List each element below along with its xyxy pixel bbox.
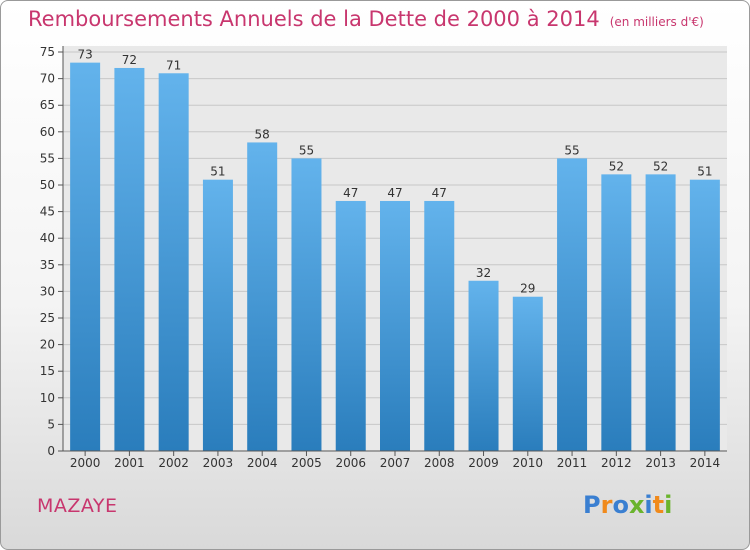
proxiti-logo: Proxiti: [583, 491, 672, 519]
y-tick-label: 15: [40, 364, 55, 378]
chart-unit-note: (en milliers d'€): [609, 15, 704, 29]
commune-name: MAZAYE: [37, 495, 118, 517]
data-label-2000: 73: [77, 48, 92, 62]
x-tick-label: 2006: [335, 456, 366, 470]
logo-letter: i: [644, 491, 653, 519]
x-tick-label: 2014: [690, 456, 721, 470]
y-tick-label: 0: [47, 444, 55, 458]
bar-2011: [557, 158, 588, 451]
bar-2003: [202, 179, 233, 451]
y-tick-label: 65: [40, 98, 55, 112]
x-tick-label: 2007: [380, 456, 411, 470]
bar-2007: [380, 200, 410, 451]
x-tick-label: 2013: [645, 456, 676, 470]
x-tick-label: 2010: [513, 456, 544, 470]
y-tick-label: 25: [40, 311, 55, 325]
logo-letter: P: [583, 491, 601, 519]
data-label-2004: 58: [255, 127, 270, 141]
bar-2010: [512, 296, 543, 451]
logo-letter: x: [628, 491, 645, 519]
bar-2012: [601, 174, 632, 452]
data-labels: 73 72 71 51 58 55 47 47 47 32 29 55 52 52 51: [77, 48, 712, 296]
y-tick-label: 70: [40, 72, 55, 86]
logo-letter: r: [600, 491, 613, 519]
x-tick-label: 2009: [468, 456, 499, 470]
data-label-2002: 71: [166, 58, 181, 72]
y-tick-label: 35: [40, 258, 55, 272]
data-label-2013: 52: [653, 159, 668, 173]
y-tick-label: 75: [40, 45, 55, 59]
data-label-2003: 51: [210, 165, 225, 179]
y-tick-label: 60: [40, 125, 55, 139]
data-label-2008: 47: [432, 186, 447, 200]
chart-title-text: Remboursements Annuels de la Dette de 20…: [28, 7, 600, 31]
data-label-2012: 52: [609, 159, 624, 173]
y-tick-label: 20: [40, 338, 55, 352]
y-tick-label: 50: [40, 178, 55, 192]
y-tick-label: 5: [47, 417, 55, 431]
data-label-2005: 55: [299, 143, 314, 157]
x-tick-label: 2011: [557, 456, 588, 470]
data-label-2010: 29: [520, 282, 535, 296]
bar-2014: [689, 179, 720, 451]
data-label-2007: 47: [387, 186, 402, 200]
y-tick-label: 55: [40, 151, 55, 165]
chart-title: Remboursements Annuels de la Dette de 20…: [28, 7, 704, 31]
x-tick-label: 2004: [247, 456, 278, 470]
y-tick-label: 40: [40, 231, 55, 245]
bar-2001: [114, 67, 145, 452]
logo-letter: o: [612, 491, 629, 519]
data-label-2011: 55: [564, 143, 579, 157]
data-label-2001: 72: [122, 53, 137, 67]
y-tick-label: 10: [40, 391, 55, 405]
x-axis: 2000 2001 2002 2003 2004 2005 2006 2007 2008 2009…: [63, 450, 727, 470]
x-tick-label: 2003: [203, 456, 234, 470]
x-tick-label: 2005: [291, 456, 322, 470]
bar-2008: [424, 200, 455, 451]
bar-2006: [335, 200, 366, 451]
data-label-2014: 51: [697, 165, 712, 179]
x-tick-label: 2012: [601, 456, 632, 470]
bar-2009: [468, 280, 499, 451]
bar-2000: [70, 62, 101, 451]
bars: [70, 62, 720, 452]
data-label-2009: 32: [476, 266, 491, 280]
bar-2005: [291, 158, 322, 451]
x-tick-label: 2000: [70, 456, 101, 470]
x-tick-label: 2008: [424, 456, 455, 470]
bar-2004: [247, 142, 278, 451]
bar-2002: [158, 73, 189, 451]
logo-letter: t: [652, 491, 665, 519]
data-label-2006: 47: [343, 186, 358, 200]
x-tick-label: 2001: [114, 456, 145, 470]
x-tick-label: 2002: [158, 456, 189, 470]
bar-2013: [645, 174, 676, 452]
logo-letter: i: [664, 491, 673, 519]
y-axis: 0 5 10 15 20 25 30 35 40 45 50 55 60 65 70 75: [40, 45, 64, 458]
y-tick-label: 45: [40, 205, 55, 219]
y-tick-label: 30: [40, 284, 55, 298]
